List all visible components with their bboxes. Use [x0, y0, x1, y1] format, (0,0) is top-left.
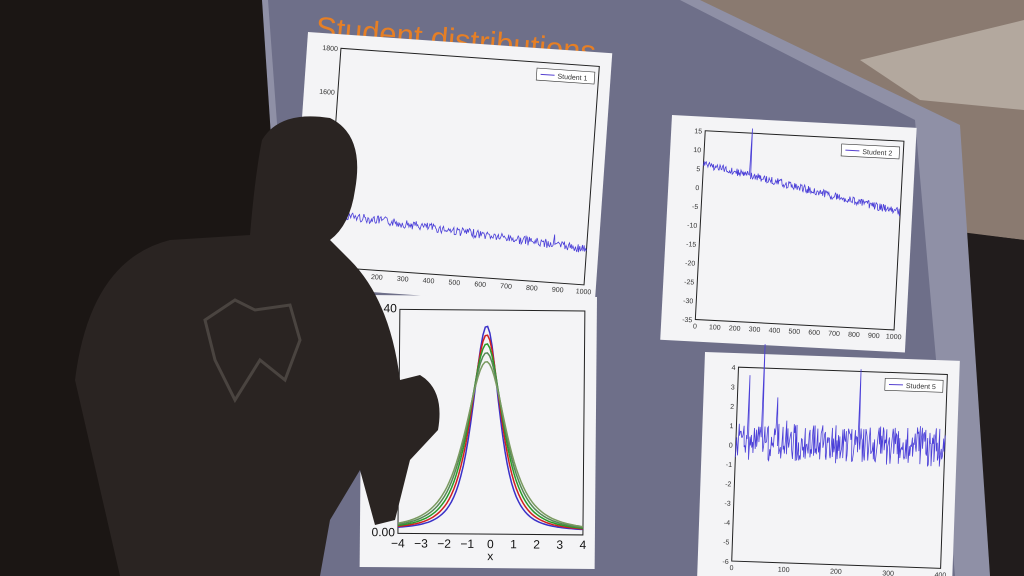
x-tick-label: 1000	[886, 334, 902, 342]
x-tick-label: 0	[487, 537, 494, 551]
x-tick-label: 500	[448, 279, 460, 287]
legend-box	[535, 67, 596, 85]
ceiling-panel	[860, 20, 1024, 110]
y-tick-label: -4	[724, 520, 731, 527]
legend-swatch	[845, 149, 860, 152]
curve	[397, 343, 584, 529]
x-tick-label: 600	[474, 281, 486, 289]
x-tick-label: 3	[556, 538, 563, 552]
plot-frame	[731, 366, 948, 569]
y-tick-label: 0	[695, 185, 699, 192]
legend-label: Student 2	[862, 149, 892, 158]
x-tick-label: 300	[882, 570, 894, 576]
x-tick-label: 900	[868, 333, 880, 341]
x-tick-label: 400	[934, 572, 946, 576]
x-tick-label: 500	[788, 328, 800, 336]
y-tick-label: -2	[725, 481, 732, 488]
x-axis-label: x	[487, 549, 493, 563]
x-tick-label: 800	[526, 285, 538, 293]
x-tick-label: 0	[729, 565, 733, 572]
x-tick-label: −4	[391, 536, 405, 550]
panel-background	[660, 115, 917, 353]
y-tick-label: -5	[692, 204, 699, 211]
y-tick-label: -10	[687, 222, 698, 230]
x-tick-label: 200	[729, 325, 741, 333]
x-tick-label: 4	[579, 538, 586, 552]
plots: 18001600140012000-2000100200300400500600…	[290, 32, 960, 576]
x-tick-label: 700	[500, 283, 512, 291]
y-tick-label: -1	[726, 462, 733, 469]
legend-label: Student 1	[557, 74, 587, 83]
trace	[702, 128, 901, 217]
legend-box	[840, 143, 900, 160]
y-tick-label: -6	[722, 559, 729, 566]
y-tick-label: 0	[729, 442, 733, 449]
x-tick-label: 100	[709, 324, 721, 332]
x-tick-label: 400	[422, 278, 434, 286]
x-tick-label: −1	[460, 537, 474, 551]
y-tick-label: 2	[730, 404, 734, 411]
curve	[397, 325, 584, 531]
presenter	[75, 116, 440, 576]
panel-background	[696, 352, 960, 576]
x-tick-label: 400	[768, 327, 780, 335]
y-tick-label: 0.00	[372, 525, 396, 539]
plot-frame	[694, 130, 905, 331]
y-tick-label: 15	[694, 128, 702, 135]
curve	[397, 334, 584, 530]
legend-label: Student 5	[906, 383, 936, 391]
y-tick-label: -5	[723, 539, 730, 546]
y-tick-label: -25	[684, 279, 695, 287]
plot-panel: 18001600140012000-2000100200300400500600…	[290, 32, 613, 308]
x-tick-label: −3	[414, 536, 428, 550]
x-tick-label: 700	[828, 330, 840, 338]
y-tick-label: -15	[686, 241, 697, 249]
y-tick-label: 1800	[322, 45, 338, 53]
x-tick-label: 300	[397, 276, 409, 284]
y-tick-label: 4	[731, 365, 735, 372]
trace	[329, 163, 587, 253]
x-tick-label: −2	[437, 537, 451, 551]
panel-background	[359, 295, 597, 570]
x-tick-label: 200	[371, 274, 383, 282]
y-tick-label: -30	[683, 298, 694, 306]
x-tick-label: 1	[510, 537, 517, 551]
x-tick-label: 2	[533, 538, 540, 552]
y-tick-label: -35	[682, 317, 693, 325]
shirt-print	[203, 298, 302, 404]
y-tick-label: 1600	[319, 89, 335, 97]
y-tick-label: 1	[729, 423, 733, 430]
trace	[734, 344, 946, 467]
legend-box	[884, 377, 944, 393]
y-tick-label: 5	[696, 166, 700, 173]
panel-background	[290, 32, 613, 308]
x-tick-label: 300	[749, 326, 761, 334]
y-tick-label: -20	[685, 260, 696, 268]
x-tick-label: 800	[848, 332, 860, 340]
x-tick-label: 600	[808, 329, 820, 337]
y-tick-label: -3	[724, 501, 731, 508]
y-tick-label: 3	[731, 384, 735, 391]
legend-swatch	[540, 73, 555, 76]
x-tick-label: 0	[693, 323, 697, 330]
curve	[397, 352, 584, 529]
x-tick-label: 200	[830, 569, 842, 576]
x-tick-label: 900	[552, 287, 564, 295]
curve	[397, 361, 584, 528]
y-tick-label: 10	[693, 147, 701, 154]
x-tick-label: 1000	[575, 288, 591, 296]
x-tick-label: 100	[778, 567, 790, 574]
